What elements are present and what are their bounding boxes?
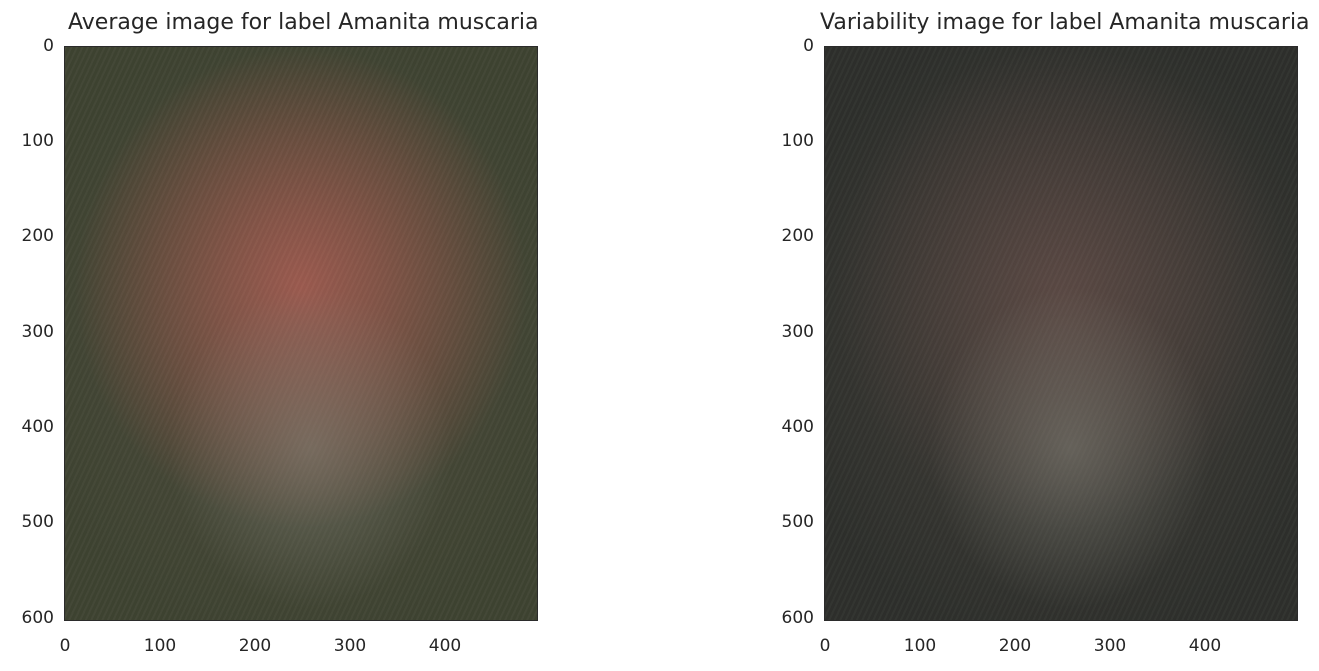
x-tick-label: 100 — [143, 636, 177, 656]
x-tick-label: 0 — [819, 636, 831, 656]
variability-image-panel: Variability image for label Amanita musc… — [760, 0, 1319, 671]
average-image-panel: Average image for label Amanita muscaria… — [0, 0, 560, 671]
variability-image — [824, 46, 1298, 621]
y-tick-label: 100 — [21, 131, 54, 151]
x-tick-label: 400 — [428, 636, 462, 656]
y-tick-label: 600 — [781, 608, 814, 628]
x-tick-label: 200 — [998, 636, 1032, 656]
y-tick-label: 100 — [781, 131, 814, 151]
average-image — [64, 46, 538, 621]
y-tick-label: 300 — [21, 322, 54, 342]
y-tick-label: 200 — [781, 226, 814, 246]
x-tick-label: 200 — [238, 636, 272, 656]
y-tick-label: 400 — [781, 417, 814, 437]
y-tick-label: 200 — [21, 226, 54, 246]
y-tick-label: 500 — [781, 512, 814, 532]
y-tick-label: 600 — [21, 608, 54, 628]
average-image-title: Average image for label Amanita muscaria — [68, 10, 539, 35]
y-tick-label: 0 — [43, 36, 54, 56]
x-tick-label: 300 — [333, 636, 367, 656]
x-tick-label: 400 — [1188, 636, 1222, 656]
y-tick-label: 500 — [21, 512, 54, 532]
x-tick-label: 100 — [903, 636, 937, 656]
variability-image-title: Variability image for label Amanita musc… — [820, 10, 1310, 35]
y-tick-label: 0 — [803, 36, 814, 56]
y-tick-label: 300 — [781, 322, 814, 342]
x-tick-label: 0 — [59, 636, 71, 656]
y-tick-label: 400 — [21, 417, 54, 437]
x-tick-label: 300 — [1093, 636, 1127, 656]
